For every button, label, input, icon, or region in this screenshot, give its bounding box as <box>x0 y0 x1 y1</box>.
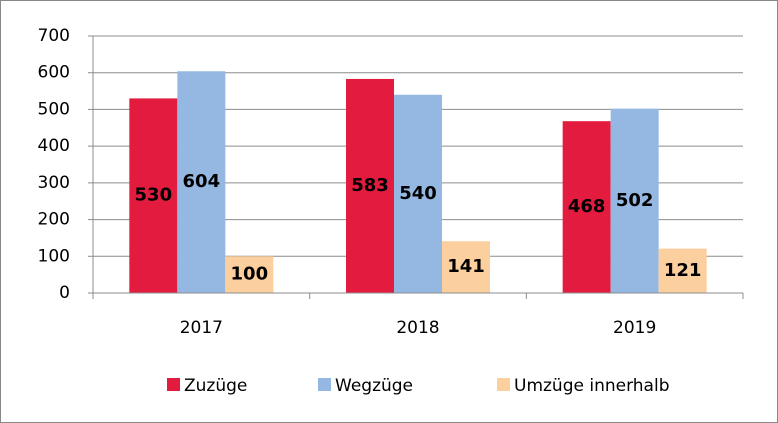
y-tick-label: 600 <box>38 63 70 83</box>
x-tick-label: 2018 <box>396 318 439 338</box>
bar <box>225 256 274 293</box>
data-label: 502 <box>616 190 654 211</box>
y-tick-label: 300 <box>38 173 70 193</box>
data-label: 530 <box>135 185 173 206</box>
y-tick-label: 500 <box>38 99 70 119</box>
y-tick-label: 100 <box>38 246 70 266</box>
legend-marker <box>318 378 331 391</box>
bar <box>394 94 442 293</box>
legend-label: Wegzüge <box>335 376 413 396</box>
legend-marker <box>167 378 180 391</box>
bar <box>658 248 707 293</box>
y-tick-label: 700 <box>38 26 70 46</box>
y-tick-label: 200 <box>38 210 70 230</box>
legend-label: Umzüge innerhalb <box>514 376 669 396</box>
legend-marker <box>497 378 510 391</box>
data-label: 604 <box>183 171 221 192</box>
bar <box>562 121 611 293</box>
bar <box>610 108 659 294</box>
bar <box>177 71 226 293</box>
legend-label: Zuzüge <box>184 376 247 396</box>
data-label: 468 <box>568 196 606 217</box>
bar <box>129 98 178 294</box>
bar <box>442 241 490 293</box>
data-label: 540 <box>399 183 437 204</box>
data-label: 100 <box>231 264 269 285</box>
data-label: 121 <box>664 260 702 281</box>
data-label: 583 <box>351 175 389 196</box>
x-tick-label: 2017 <box>180 318 223 338</box>
bar <box>346 78 394 293</box>
x-tick-label: 2019 <box>613 318 656 338</box>
data-label: 141 <box>447 256 485 277</box>
y-tick-label: 400 <box>38 136 70 156</box>
y-tick-label: 0 <box>59 283 70 303</box>
